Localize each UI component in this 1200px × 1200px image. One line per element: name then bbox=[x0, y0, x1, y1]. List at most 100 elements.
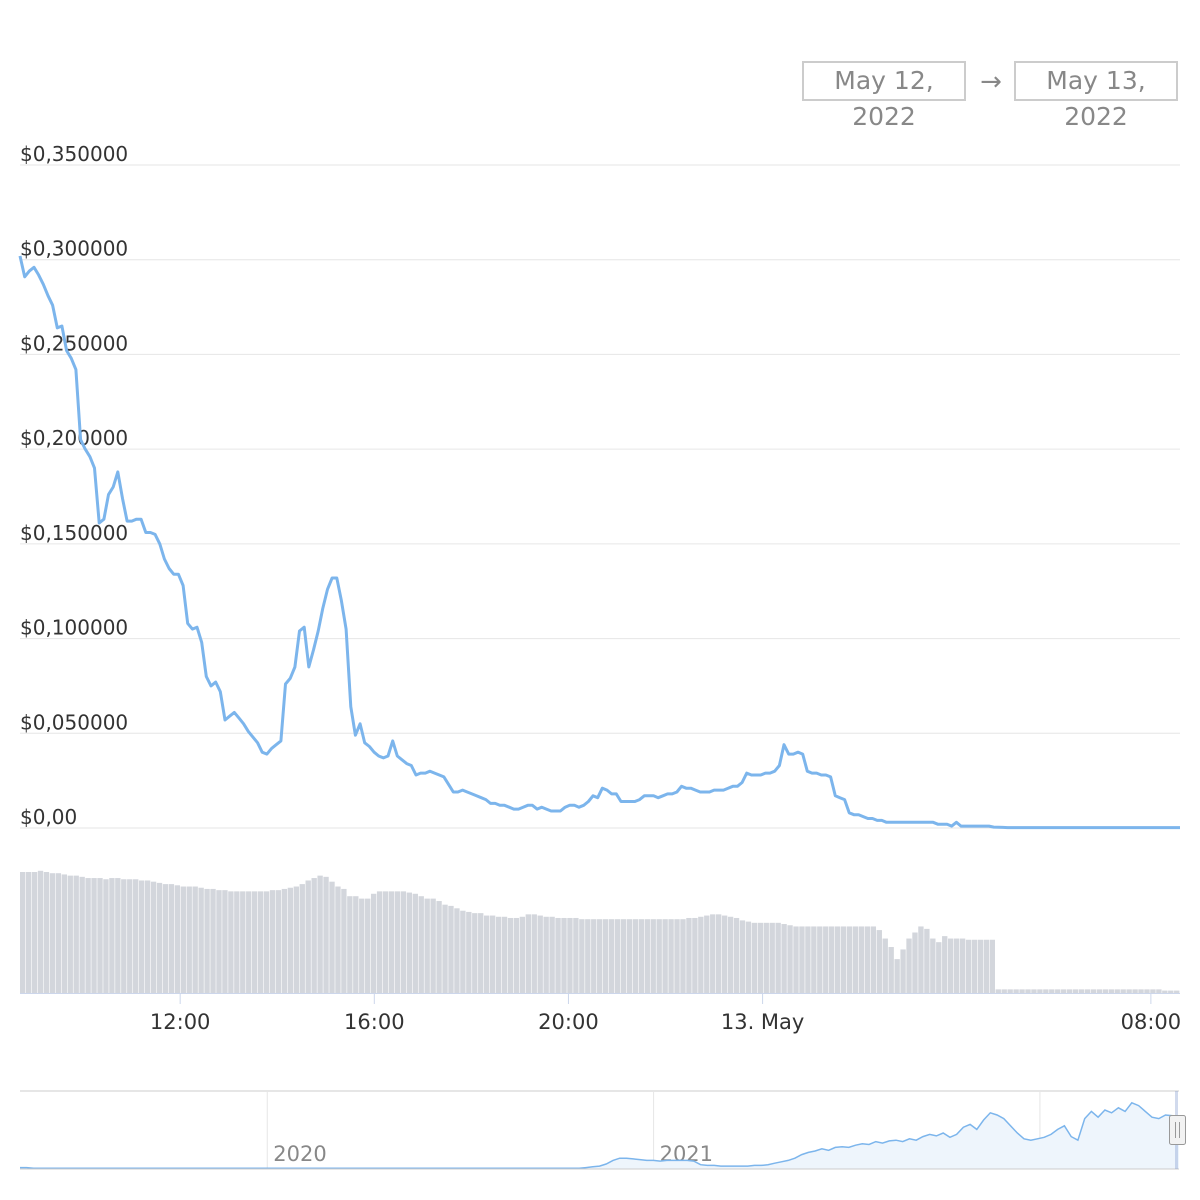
range-to-input[interactable]: May 13, 2022 bbox=[1014, 61, 1178, 131]
volume-bar bbox=[31, 872, 38, 993]
volume-bar bbox=[704, 915, 710, 993]
volume-bar bbox=[894, 959, 900, 993]
volume-bar bbox=[692, 917, 698, 993]
navigator-tick-label: 2020 bbox=[273, 1142, 326, 1166]
volume-bar bbox=[823, 926, 829, 993]
volume-bar bbox=[924, 928, 930, 993]
volume-bar bbox=[1120, 989, 1126, 993]
volume-bar bbox=[412, 893, 418, 993]
volume-bar bbox=[763, 922, 769, 993]
volume-bar bbox=[133, 879, 139, 993]
volume-bar bbox=[537, 915, 543, 993]
volume-bar bbox=[1096, 989, 1103, 993]
volume-bar bbox=[1019, 989, 1025, 993]
volume-bar bbox=[727, 916, 734, 993]
volume-bar bbox=[549, 916, 555, 993]
range-from-input[interactable]: May 12, 2022 bbox=[802, 61, 966, 131]
volume-bar bbox=[930, 938, 936, 993]
volume-bar bbox=[1049, 989, 1055, 993]
volume-bar bbox=[918, 926, 924, 993]
volume-bar bbox=[174, 885, 181, 993]
volume-bar bbox=[745, 921, 752, 993]
y-tick-label: $0,200000 bbox=[20, 426, 128, 450]
volume-bar bbox=[49, 873, 56, 993]
volume-bar bbox=[787, 925, 793, 993]
volume-bar bbox=[150, 881, 157, 993]
volume-bar bbox=[484, 915, 490, 993]
volume-bar bbox=[234, 891, 240, 993]
volume-bar bbox=[55, 873, 62, 993]
y-tick-label: $0,00 bbox=[20, 805, 77, 829]
volume-bar bbox=[1043, 989, 1049, 993]
volume-bar bbox=[281, 888, 288, 993]
volume-bar bbox=[781, 924, 787, 993]
volume-bar bbox=[829, 926, 835, 993]
volume-bar bbox=[287, 887, 294, 993]
volume-bar bbox=[626, 919, 633, 993]
volume-bar bbox=[263, 891, 270, 993]
y-tick-label: $0,150000 bbox=[20, 521, 128, 545]
volume-bar bbox=[650, 919, 656, 993]
volume-bar bbox=[710, 914, 716, 993]
volume-bar bbox=[418, 896, 424, 993]
volume-bar bbox=[246, 891, 252, 993]
volume-bar bbox=[585, 919, 591, 993]
price-line bbox=[18, 255, 1180, 830]
volume-bar bbox=[43, 872, 50, 993]
volume-bar bbox=[430, 898, 436, 993]
volume-bar bbox=[1078, 989, 1085, 993]
volume-bar bbox=[25, 872, 32, 993]
volume-bar bbox=[525, 914, 531, 993]
volume-bar bbox=[531, 914, 537, 993]
volume-bar bbox=[103, 879, 109, 993]
volume-bar bbox=[460, 910, 466, 993]
volume-bar bbox=[965, 939, 972, 993]
volume-bar bbox=[888, 947, 894, 993]
volume-bar bbox=[1061, 989, 1067, 993]
volume-bar bbox=[757, 922, 763, 993]
volume-bar bbox=[216, 890, 222, 993]
volume-bar bbox=[400, 891, 407, 993]
navigator[interactable]: 202020212022 bbox=[20, 1090, 1186, 1170]
volume-bar bbox=[900, 949, 906, 993]
volume-bar bbox=[311, 878, 317, 993]
volume-bar bbox=[793, 926, 799, 993]
volume-bar bbox=[1150, 989, 1156, 993]
volume-bar bbox=[674, 919, 680, 993]
volume-bar bbox=[870, 926, 877, 993]
volume-bar bbox=[495, 916, 502, 993]
volume-bar bbox=[156, 882, 163, 993]
volume-bar bbox=[20, 872, 26, 993]
volume-bar bbox=[721, 915, 728, 993]
volume-bar bbox=[1055, 989, 1061, 993]
volume-bar bbox=[222, 890, 228, 993]
volume-bar bbox=[121, 879, 127, 993]
volume-bar bbox=[1013, 989, 1019, 993]
volume-bar bbox=[240, 891, 246, 993]
volume-bar bbox=[1102, 989, 1109, 993]
volume-bar bbox=[1114, 989, 1120, 993]
volume-bar bbox=[353, 896, 359, 993]
volume-bar bbox=[305, 880, 311, 993]
volume-bar bbox=[186, 886, 192, 993]
navigator-handle[interactable] bbox=[1169, 1115, 1186, 1145]
volume-bar bbox=[680, 919, 686, 993]
volume-bar bbox=[382, 891, 389, 993]
volume-bar bbox=[805, 926, 811, 993]
volume-bar bbox=[811, 926, 817, 993]
volume-bar bbox=[1162, 990, 1168, 993]
y-tick-label: $0,350000 bbox=[20, 142, 128, 166]
y-tick-label: $0,250000 bbox=[20, 331, 128, 355]
volume-bar bbox=[656, 919, 662, 993]
volume-bar bbox=[858, 926, 865, 993]
volume-bar bbox=[394, 891, 401, 993]
volume-bar bbox=[1132, 989, 1138, 993]
volume-bar bbox=[299, 884, 305, 993]
volume-bar bbox=[1037, 989, 1043, 993]
volume-bar bbox=[478, 913, 484, 993]
volume-bar bbox=[1031, 989, 1037, 993]
volume-bar bbox=[906, 938, 912, 993]
volume-bar bbox=[91, 878, 97, 993]
volume-bar bbox=[252, 891, 258, 993]
volume-bar bbox=[1174, 990, 1180, 993]
